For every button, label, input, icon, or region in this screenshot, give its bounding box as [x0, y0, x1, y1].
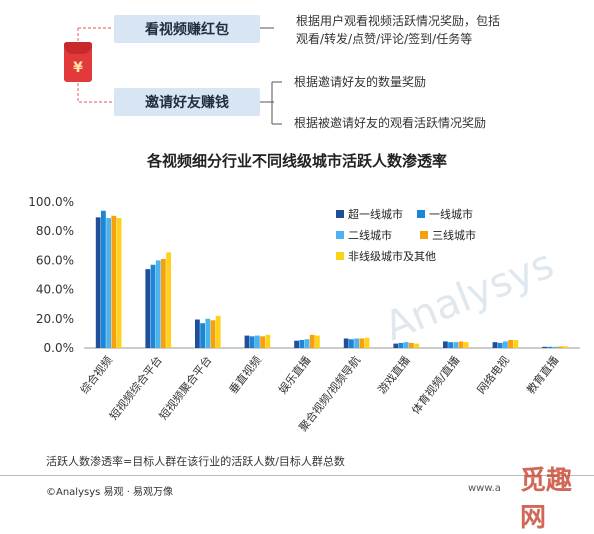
- bar: [542, 346, 547, 348]
- bar: [458, 341, 464, 348]
- y-tick-label: 20.0%: [36, 312, 74, 326]
- bar: [508, 339, 513, 348]
- red-packet-icon: ¥: [64, 42, 92, 82]
- watch-video-earn-description: 根据用户观看视频活跃情况奖励，包括 观看/转发/点赞/评论/签到/任务等: [296, 12, 566, 48]
- y-tick-label: 80.0%: [36, 224, 74, 238]
- watch-video-earn-label: 看视频赚红包: [114, 15, 260, 43]
- invite-friends-desc-line1: 根据邀请好友的数量奖励: [294, 75, 427, 89]
- bar: [205, 318, 211, 348]
- x-tick-label: 体育视频/直播: [408, 353, 462, 417]
- bar: [304, 339, 310, 348]
- bar: [294, 340, 299, 348]
- bar: [95, 217, 101, 348]
- legend-swatch: [417, 210, 425, 218]
- bar: [195, 319, 200, 348]
- bar: [563, 346, 568, 348]
- bar: [463, 342, 469, 348]
- x-tick-label: 综合视频: [77, 353, 115, 396]
- legend-swatch: [336, 252, 344, 260]
- legend-item-tier2: 二线城市: [336, 227, 392, 243]
- legend-item-tier3: 三线城市: [420, 227, 476, 243]
- bar: [513, 339, 519, 348]
- bar: [557, 346, 563, 348]
- bar: [503, 341, 508, 348]
- bar: [249, 336, 255, 348]
- bar: [393, 343, 399, 348]
- footer-source: ©Analysys 易观 · 易观万像: [46, 487, 174, 498]
- bar: [552, 346, 558, 348]
- y-tick-label: 0.0%: [44, 341, 75, 355]
- bar: [145, 269, 151, 348]
- x-tick-label: 游戏直播: [375, 353, 413, 396]
- bar: [364, 337, 370, 348]
- bar: [414, 343, 419, 348]
- bar: [453, 342, 459, 348]
- bar: [150, 264, 156, 348]
- bar: [309, 334, 315, 348]
- legend-item-tier1: 一线城市: [417, 206, 473, 222]
- watch-video-desc-line1: 根据用户观看视频活跃情况奖励，包括: [296, 14, 501, 28]
- bar: [155, 260, 161, 348]
- watch-video-desc-line2: 观看/转发/点赞/评论/签到/任务等: [296, 32, 473, 46]
- bar-chart: Analysys 0.0%20.0%40.0%60.0%80.0%100.0% …: [28, 195, 580, 434]
- bar: [315, 335, 320, 348]
- x-tick-label: 网络电视: [474, 353, 512, 396]
- bar: [497, 342, 503, 348]
- bar: [349, 339, 354, 348]
- bar: [359, 338, 365, 348]
- legend-item-other: 非线级城市及其他: [336, 248, 436, 264]
- bars: [95, 210, 568, 348]
- y-tick-label: 40.0%: [36, 283, 74, 297]
- legend-label: 三线城市: [432, 229, 476, 242]
- bar: [244, 335, 250, 348]
- x-tick-label: 垂直视频: [226, 353, 264, 396]
- footer-divider: [0, 475, 594, 476]
- legend-label: 一线城市: [429, 208, 473, 221]
- bar: [265, 334, 271, 348]
- legend-label: 超一线城市: [348, 208, 403, 221]
- bar: [354, 338, 359, 348]
- legend-swatch: [336, 231, 344, 239]
- bar: [200, 323, 205, 348]
- y-tick-label: 100.0%: [28, 195, 74, 209]
- chart-title: 各视频细分行业不同线级城市活跃人数渗透率: [146, 152, 447, 170]
- bar: [106, 218, 111, 348]
- bar: [403, 342, 409, 348]
- bar: [299, 339, 305, 348]
- bar: [210, 320, 216, 348]
- bar: [260, 336, 265, 348]
- red-packet-symbol: ¥: [73, 60, 83, 76]
- bar: [255, 335, 260, 348]
- y-tick-label: 60.0%: [36, 253, 74, 267]
- legend-swatch: [336, 210, 344, 218]
- x-tick-label: 教育直播: [523, 353, 561, 396]
- x-tick-label: 娱乐直播: [275, 353, 313, 396]
- bar: [101, 210, 106, 348]
- invite-friends-desc-line2: 根据被邀请好友的观看活跃情况奖励: [294, 116, 487, 130]
- bar: [492, 342, 498, 348]
- legend-item-tier0: 超一线城市: [336, 206, 403, 222]
- bar: [116, 218, 122, 348]
- invite-friends-earn-label: 邀请好友赚钱: [114, 88, 260, 116]
- bar: [409, 342, 414, 348]
- x-tick-label: 短视频综合平台: [106, 353, 164, 422]
- bar: [161, 258, 166, 348]
- bar: [547, 346, 553, 348]
- bar: [166, 252, 171, 348]
- bar: [448, 342, 453, 348]
- bar: [111, 215, 117, 348]
- x-tick-label: 短视频聚合平台: [156, 353, 214, 422]
- legend-swatch: [420, 231, 428, 239]
- bar: [343, 338, 349, 348]
- definition-note: 活跃人数渗透率=目标人群在该行业的活跃人数/目标人群总数: [46, 455, 345, 468]
- legend-label: 二线城市: [348, 229, 392, 242]
- bar: [443, 341, 448, 348]
- bar: [398, 342, 404, 348]
- site-stamp: 觅趣网: [520, 466, 573, 533]
- bar: [215, 315, 221, 348]
- legend-label: 非线级城市及其他: [348, 250, 436, 263]
- footer-url: www.a: [468, 483, 501, 494]
- chart-legend: 超一线城市 一线城市 二线城市 三线城市 非线级城市及其他: [336, 206, 476, 269]
